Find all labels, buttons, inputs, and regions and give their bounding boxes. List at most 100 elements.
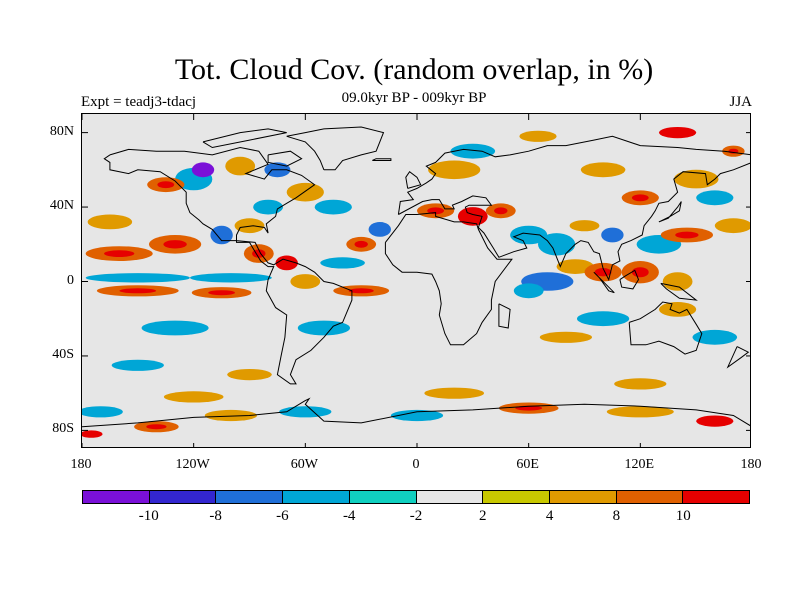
anomaly-patch (85, 273, 190, 283)
anomaly-patch (111, 359, 164, 371)
x-tick-label: 60E (516, 457, 539, 472)
anomaly-core (157, 181, 175, 189)
coastline (726, 346, 750, 369)
anomaly-patch (538, 233, 576, 256)
colorbar-label: 4 (545, 508, 554, 524)
anomaly-core (631, 267, 649, 278)
anomaly-core (427, 207, 444, 215)
colorbar-swatch (83, 491, 150, 503)
anomaly-patch (577, 311, 630, 327)
anomaly-patch (190, 273, 272, 283)
x-tick-label: 0 (412, 457, 420, 472)
season-label: JJA (729, 94, 752, 110)
y-tick-label: 40S (52, 346, 74, 362)
chart-subtitle: 09.0kyr BP - 009kyr BP (341, 90, 487, 106)
anomaly-core (675, 231, 699, 239)
anomaly-field (82, 127, 750, 438)
colorbar-label: -10 (138, 508, 159, 524)
anomaly-patch (204, 409, 257, 422)
colorbar-label: -6 (276, 508, 289, 524)
anomaly-patch (210, 225, 233, 245)
colorbar-label: -8 (209, 508, 222, 524)
anomaly-patch (606, 406, 674, 418)
anomaly-patch (519, 130, 557, 142)
anomaly-patch (614, 378, 667, 390)
anomaly-patch (428, 160, 481, 180)
anomaly-patch (368, 222, 391, 237)
anomaly-patch (510, 225, 548, 245)
anomaly-patch (234, 218, 265, 234)
anomaly-patch (696, 190, 734, 206)
anomaly-core (631, 194, 649, 202)
coastline (202, 128, 287, 149)
y-tick-label: 80N (49, 123, 74, 139)
anomaly-patch (286, 182, 324, 202)
anomaly-core (706, 418, 724, 424)
x-tick-label: 60W (290, 457, 318, 472)
anomaly-patch (424, 387, 485, 399)
anomaly-patch (659, 302, 697, 317)
anomaly-patch (225, 156, 256, 176)
x-tick-label: 120W (175, 457, 210, 472)
anomaly-patch (556, 259, 594, 274)
coastline (267, 150, 303, 167)
experiment-label: Expt = teadj3-tdacj (81, 94, 197, 110)
coastline (372, 158, 392, 161)
anomaly-core (669, 130, 686, 136)
anomaly-patch (163, 391, 224, 403)
colorbar-label: 2 (479, 508, 487, 524)
anomaly-patch (601, 227, 624, 243)
colorbar-swatch (216, 491, 284, 503)
coastline (398, 162, 750, 282)
coastline (593, 271, 615, 294)
anomaly-patch (227, 369, 272, 381)
anomaly-core (354, 240, 368, 248)
x-tick-label: 180 (70, 457, 92, 472)
anomaly-patch (87, 214, 133, 230)
colorbar-swatch (616, 491, 684, 503)
anomaly-patch (692, 329, 738, 345)
anomaly-patch (290, 274, 321, 289)
anomaly-core (146, 424, 167, 430)
anomaly-core (494, 207, 508, 215)
coastline (405, 170, 422, 189)
coastline (658, 201, 682, 223)
colorbar-label: 8 (612, 508, 621, 524)
anomaly-patch (82, 406, 123, 418)
anomaly-patch (390, 409, 444, 422)
colorbar-swatch (549, 491, 617, 503)
coastlines (82, 126, 750, 428)
coastline (384, 212, 513, 346)
coastline (103, 146, 353, 385)
colorbar (82, 490, 750, 504)
anomaly-patch (714, 218, 750, 234)
colorbar-swatch (349, 491, 417, 503)
coastline (628, 301, 703, 355)
anomaly-patch (662, 272, 693, 291)
coastline (619, 269, 640, 290)
anomaly-patch (450, 143, 496, 159)
anomaly-core (208, 290, 235, 296)
anomaly-core (466, 212, 480, 221)
anomaly-patch (314, 199, 352, 215)
colorbar-label: 10 (675, 508, 691, 524)
coastline (397, 135, 750, 215)
anomaly-core (163, 240, 187, 249)
colorbar-swatch (149, 491, 217, 503)
anomaly-patch (141, 320, 209, 336)
anomaly-core (198, 166, 208, 174)
y-tick-label: 40N (49, 198, 74, 214)
chart-title: Tot. Cloud Cov. (random overlap, in %) (174, 53, 654, 86)
anomaly-patch (513, 283, 544, 299)
y-tick-label: 80S (52, 421, 74, 437)
anomaly-patch (320, 257, 365, 269)
anomaly-core (594, 268, 612, 277)
anomaly-core (119, 288, 157, 294)
coastline (286, 126, 385, 171)
y-tick-label: 0 (67, 272, 74, 288)
anomaly-patch (569, 220, 600, 232)
anomaly-patch (253, 199, 283, 215)
anomaly-patch (580, 162, 626, 178)
map-panel (81, 113, 751, 448)
coastline (82, 397, 750, 428)
